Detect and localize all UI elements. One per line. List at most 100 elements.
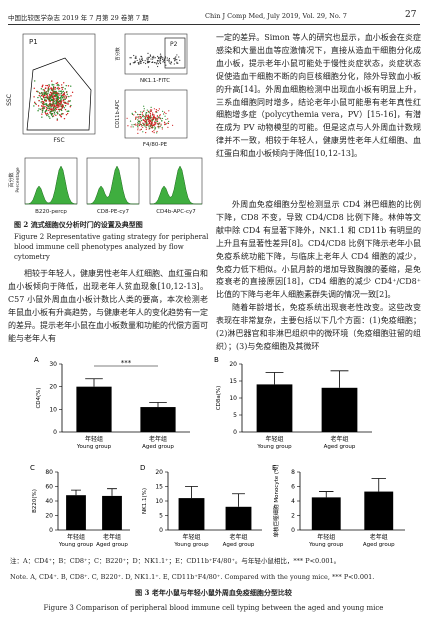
- event-dot: [37, 105, 40, 107]
- event-dot: [44, 110, 47, 113]
- y-tick-label: 15: [155, 484, 163, 491]
- event-dot: [142, 116, 144, 118]
- event-dot: [157, 116, 160, 118]
- event-dot: [66, 93, 68, 95]
- event-dot: [41, 105, 43, 108]
- header-journal: 中国比较医学杂志 2019 年 7 月第 29 卷第 7 期: [8, 14, 149, 22]
- event-dot: [38, 99, 40, 102]
- bar: [66, 495, 86, 530]
- event-dot: [59, 99, 62, 101]
- event-dot: [145, 117, 147, 119]
- event-dot: [67, 101, 69, 103]
- plot-label: CD4b-APC-cy7: [156, 209, 196, 215]
- event-dot: [60, 92, 63, 95]
- y-tick-label: 0: [49, 527, 53, 534]
- bar: [178, 498, 205, 530]
- event-dot: [161, 57, 163, 59]
- event-dot: [163, 121, 166, 123]
- y-tick-label: 5: [233, 412, 237, 419]
- event-dot: [33, 87, 35, 89]
- event-dot: [67, 103, 70, 105]
- event-dot: [157, 63, 159, 65]
- event-dot: [140, 111, 142, 113]
- event-dot: [156, 130, 158, 133]
- event-dot: [53, 105, 55, 108]
- event-dot: [71, 91, 74, 94]
- y-tick-label: 60: [45, 484, 53, 491]
- event-dot: [33, 101, 36, 104]
- event-dot: [137, 122, 139, 124]
- error-bar: [330, 370, 349, 388]
- event-dot: [138, 114, 141, 116]
- event-dot: [156, 132, 158, 134]
- event-dot: [150, 124, 152, 127]
- event-dot: [149, 120, 152, 122]
- event-dot: [47, 96, 49, 98]
- event-dot: [159, 115, 161, 117]
- y-tick-label: 40: [45, 498, 53, 505]
- event-dot: [137, 123, 140, 125]
- right-paragraph: 外周血免疫细胞分型检测显示 CD4 淋巴细胞的比例下降，CD8 不变，导致 CD…: [216, 200, 421, 300]
- event-dot: [47, 86, 50, 88]
- event-dot: [50, 97, 52, 100]
- event-dot: [38, 94, 40, 97]
- event-dot: [63, 98, 65, 101]
- event-dot: [149, 114, 152, 116]
- event-dot: [159, 58, 161, 60]
- event-dot: [147, 115, 150, 117]
- event-dot: [162, 57, 164, 59]
- plot-frame: [124, 89, 188, 139]
- event-dot: [66, 112, 69, 115]
- event-dot: [47, 91, 49, 93]
- panel-label: A: [34, 356, 39, 364]
- error-bar: [149, 402, 167, 408]
- event-dot: [137, 113, 139, 116]
- bar: [321, 387, 358, 432]
- event-dot: [176, 61, 178, 63]
- event-dot: [131, 112, 133, 114]
- event-dot: [151, 127, 153, 129]
- event-dot: [127, 125, 129, 127]
- event-dot: [156, 119, 158, 121]
- x-tick-label: 年轻组: [85, 435, 103, 443]
- error-bar: [71, 489, 81, 496]
- event-dot: [70, 104, 72, 107]
- x-tick-label: 老年组: [103, 533, 121, 541]
- event-dot: [45, 84, 47, 87]
- event-dot: [158, 60, 160, 62]
- event-dot: [63, 107, 66, 109]
- event-dot: [65, 114, 68, 116]
- event-dot: [148, 116, 151, 118]
- event-dot: [151, 131, 154, 133]
- x-tick-label: Young group: [308, 542, 344, 548]
- event-dot: [45, 108, 48, 111]
- x-tick-label: 老年组: [149, 435, 167, 443]
- plot-frame: [124, 33, 188, 75]
- event-dot: [48, 115, 50, 118]
- event-dot: [145, 112, 147, 114]
- event-dot: [38, 108, 40, 110]
- event-dot: [136, 59, 138, 62]
- event-dot: [58, 94, 60, 96]
- event-dot: [161, 120, 163, 122]
- panel-label: D: [140, 464, 145, 472]
- event-dot: [174, 58, 176, 60]
- y-tick-label: 0: [53, 429, 57, 436]
- event-dot: [59, 90, 62, 93]
- event-dot: [157, 57, 160, 59]
- error-bar: [232, 493, 245, 507]
- event-dot: [64, 105, 67, 107]
- event-dot: [155, 108, 157, 111]
- event-dot: [151, 123, 153, 126]
- event-dot: [147, 120, 149, 122]
- event-dot: [178, 56, 180, 58]
- event-dot: [133, 54, 135, 57]
- event-dot: [141, 113, 143, 115]
- event-dot: [159, 122, 161, 124]
- event-dot: [64, 88, 66, 90]
- event-dot: [134, 110, 136, 113]
- event-dot: [36, 90, 38, 93]
- plot-label: P2: [170, 41, 178, 48]
- event-dot: [147, 58, 150, 60]
- event-dot: [144, 125, 146, 127]
